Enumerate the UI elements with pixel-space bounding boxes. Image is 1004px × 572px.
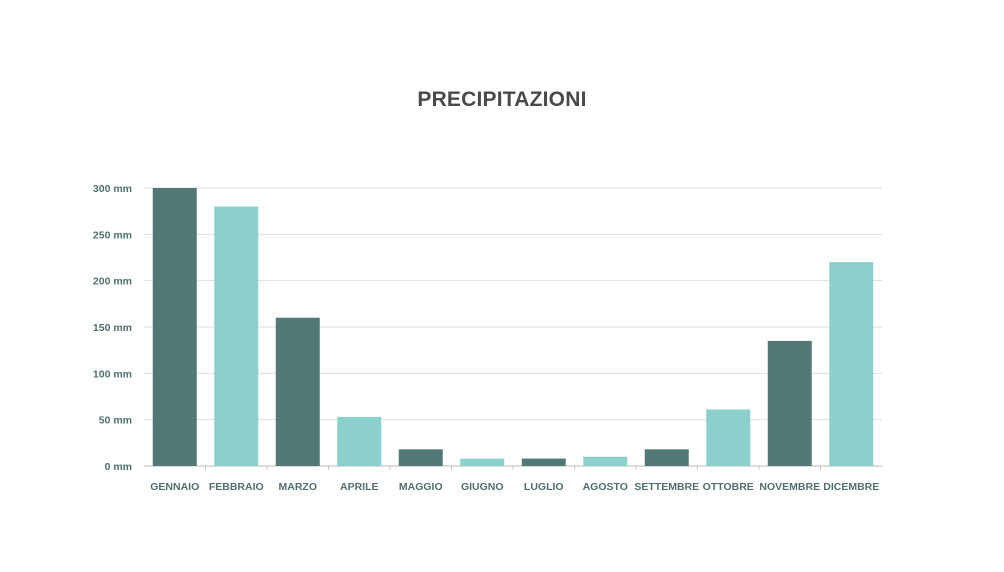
x-tick-label: GENNAIO [150,481,199,493]
bar-maggio [398,449,443,466]
bar-gennaio [152,188,197,466]
x-tick-label: OTTOBRE [703,481,754,493]
x-tick-label: NOVEMBRE [759,481,820,493]
y-tick-label: 50 mm [99,415,132,427]
bars [152,188,874,467]
bar-dicembre [829,262,874,466]
bar-giugno [460,458,505,466]
x-tick-label: FEBBRAIO [209,481,264,493]
bar-luglio [521,458,566,466]
y-tick-label: 100 mm [93,368,132,380]
y-tick-label: 200 mm [93,276,132,288]
x-tick-label: AGOSTO [583,481,628,493]
bar-febbraio [214,206,259,467]
y-axis-ticks: 0 mm 50 mm 100 mm 150 mm 200 mm 250 mm 300 mm [93,183,132,473]
y-tick-label: 250 mm [93,229,132,241]
y-tick-label: 0 mm [105,461,132,473]
y-tick-label: 300 mm [93,183,132,195]
bar-ottobre [706,409,751,466]
x-tick-label: LUGLIO [524,481,564,493]
x-axis-ticks: GENNAIO FEBBRAIO MARZO APRILE MAGGIO GIUGNO LU… [150,466,879,493]
x-tick-label: MAGGIO [399,481,443,493]
x-tick-label: MARZO [279,481,318,493]
chart-title: PRECIPITAZIONI [417,88,587,111]
bar-settembre [644,449,689,466]
bar-agosto [583,456,628,466]
y-tick-label: 150 mm [93,322,132,334]
x-tick-label: GIUGNO [461,481,504,493]
x-tick-label: APRILE [340,481,379,493]
bar-novembre [767,340,812,466]
x-tick-label: SETTEMBRE [634,481,699,493]
x-tick-label: DICEMBRE [823,481,879,493]
bar-marzo [275,317,320,466]
bar-aprile [337,416,382,466]
